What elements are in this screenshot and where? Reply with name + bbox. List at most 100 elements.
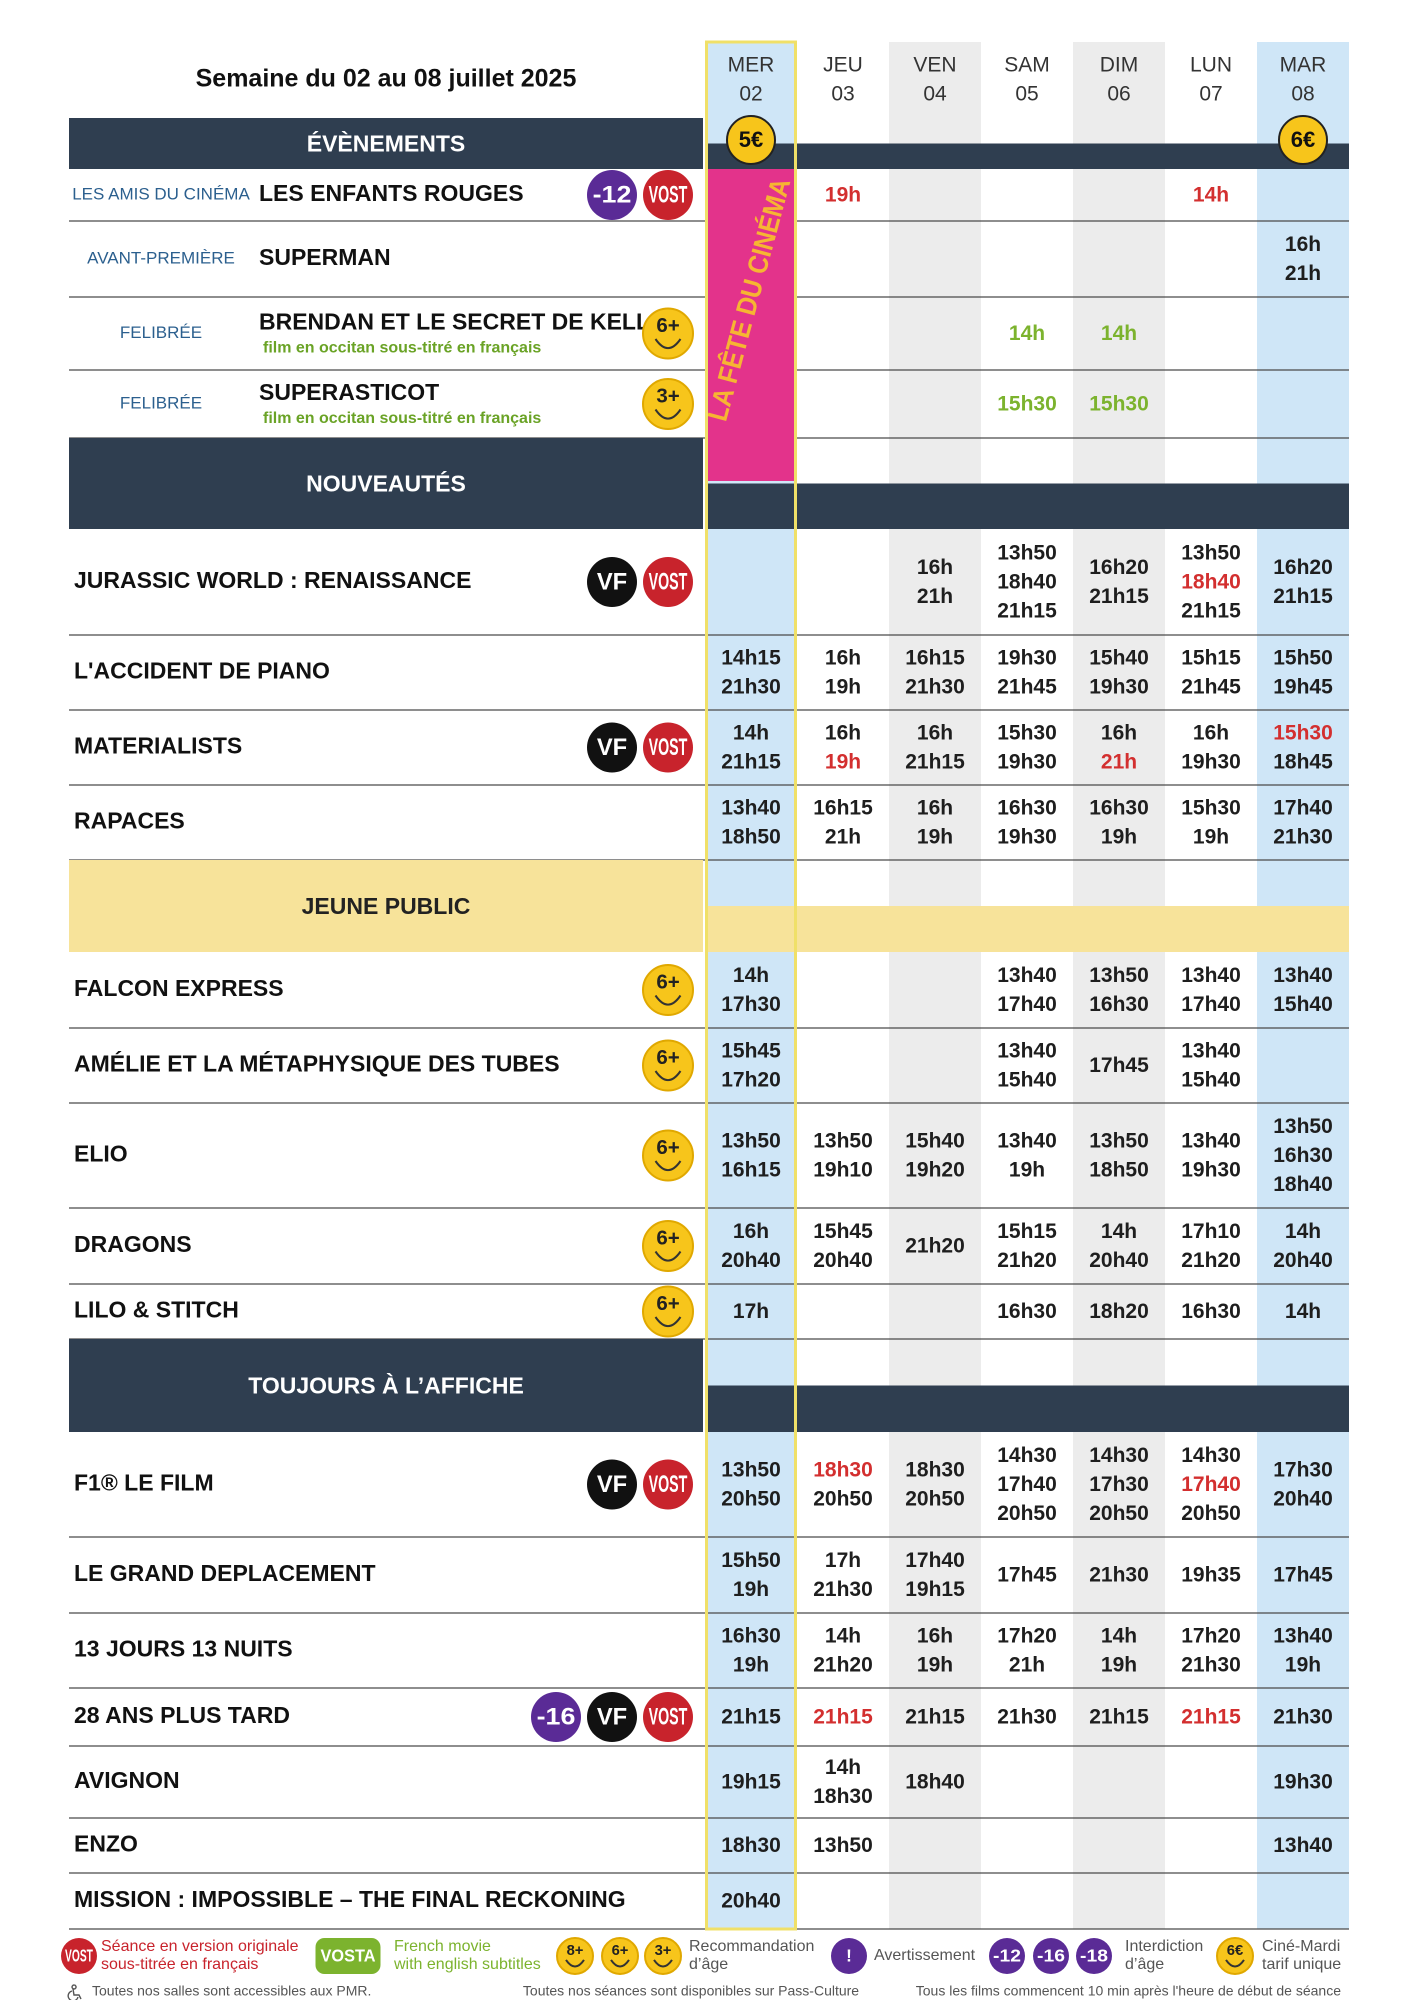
- session-time: 13h40: [1273, 1625, 1333, 1648]
- badge-text: -16: [537, 1703, 576, 1730]
- session-time: 19h35: [1181, 1564, 1241, 1587]
- session-time: 16h: [917, 722, 953, 745]
- session-time: 17h30: [721, 993, 781, 1016]
- session-time: 15h30: [997, 722, 1057, 745]
- film-title: BRENDAN ET LE SECRET DE KELLS: [259, 309, 665, 335]
- session-time: 21h15: [997, 600, 1057, 623]
- smile: [653, 1959, 673, 1968]
- badge: VF: [587, 1692, 637, 1742]
- session-time: 21h30: [813, 1578, 873, 1601]
- badge: -16: [1033, 1938, 1069, 1974]
- day-name: MAR: [1280, 54, 1327, 77]
- section-header: [69, 1339, 703, 1432]
- section-header: [69, 860, 703, 952]
- session-time: 13h40: [1181, 964, 1241, 987]
- section-band: [705, 143, 1349, 169]
- badge-text: VF: [597, 1471, 627, 1498]
- session-time: 16h: [917, 1625, 953, 1648]
- day-name: VEN: [913, 54, 956, 77]
- session-time: 13h50: [1089, 964, 1149, 987]
- day-name: DIM: [1100, 54, 1139, 77]
- film-title: L'ACCIDENT DE PIANO: [74, 658, 330, 684]
- session-time: 18h45: [1273, 751, 1333, 774]
- session-time: 16h: [825, 722, 861, 745]
- session-time: 14h: [1101, 1220, 1137, 1243]
- legend-text: sous-titrée en français: [101, 1956, 258, 1973]
- session-time: 13h40: [1273, 964, 1333, 987]
- session-time: 15h50: [721, 1549, 781, 1572]
- session-time: 19h: [1101, 826, 1137, 849]
- session-time: 13h50: [997, 542, 1057, 565]
- smile: [654, 1070, 682, 1082]
- film-title: MISSION : IMPOSSIBLE – THE FINAL RECKONI…: [74, 1886, 626, 1912]
- smile: [654, 1316, 682, 1328]
- session-time: 21h20: [997, 1249, 1057, 1272]
- badge-text: 3+: [655, 1943, 672, 1959]
- legend-text: Avertissement: [874, 1947, 976, 1964]
- session-time: 20h40: [1273, 1488, 1333, 1511]
- section-title: TOUJOURS À L’AFFICHE: [248, 1372, 524, 1399]
- badge: 6+: [642, 1129, 694, 1182]
- film-title: LES ENFANTS ROUGES: [259, 180, 524, 206]
- badge-text: VOST: [649, 181, 688, 208]
- badge-text: 6+: [656, 970, 679, 993]
- session-time: 16h: [917, 797, 953, 820]
- session-time: 14h: [1285, 1300, 1321, 1323]
- section-band: [705, 1385, 1349, 1432]
- badge-shape: [642, 378, 694, 430]
- badge-text: 8+: [567, 1943, 584, 1959]
- badge-shape: [642, 1285, 694, 1338]
- session-time: 19h10: [813, 1159, 873, 1182]
- footer-text: Toutes nos salles sont accessibles aux P…: [92, 1983, 371, 1999]
- badge-text: 3+: [656, 384, 679, 407]
- badge-text: VF: [597, 568, 627, 595]
- badge-text: 6+: [612, 1943, 629, 1959]
- session-time: 19h: [917, 826, 953, 849]
- session-time: 21h: [825, 826, 861, 849]
- session-time: 19h30: [1181, 1159, 1241, 1182]
- session-time: 21h30: [1273, 1706, 1333, 1729]
- session-time: 17h40: [1181, 993, 1241, 1016]
- session-time: 19h20: [905, 1159, 965, 1182]
- badge-shape: [587, 170, 637, 220]
- session-time: 19h: [1009, 1159, 1045, 1182]
- badge-text: -18: [1080, 1947, 1108, 1966]
- session-time: 17h30: [1273, 1459, 1333, 1482]
- badge-text: VF: [597, 734, 627, 761]
- session-time: 19h30: [997, 826, 1057, 849]
- section-band: [705, 906, 1349, 952]
- session-time: 14h: [825, 1625, 861, 1648]
- section-title: JEUNE PUBLIC: [302, 893, 471, 919]
- session-time: 13h40: [997, 1130, 1057, 1153]
- badge-text: !: [846, 1947, 852, 1966]
- session-time: 21h45: [1181, 676, 1241, 699]
- badge-text: -16: [1037, 1947, 1065, 1966]
- session-time: 16h30: [1181, 1300, 1241, 1323]
- session-time: 18h30: [721, 1834, 781, 1857]
- legend-text: tarif unique: [1262, 1956, 1341, 1973]
- badge: 8+: [556, 1937, 594, 1975]
- session-time: 20h50: [1089, 1502, 1149, 1525]
- film-title: MATERIALISTS: [74, 733, 242, 759]
- badge-text: VOST: [649, 568, 688, 595]
- film-title: ELIO: [74, 1141, 128, 1167]
- section-header: [69, 438, 703, 529]
- session-time: 13h50: [1273, 1115, 1333, 1138]
- badge-shape: [1216, 1937, 1254, 1975]
- session-time: 17h: [733, 1300, 769, 1323]
- film-title: AVIGNON: [74, 1767, 180, 1793]
- day-name: LUN: [1190, 54, 1232, 77]
- session-time: 21h20: [905, 1235, 965, 1258]
- session-time: 14h: [1009, 322, 1045, 345]
- session-time: 14h30: [1181, 1444, 1241, 1467]
- section-header: [69, 118, 703, 169]
- day-date: 06: [1107, 83, 1130, 106]
- badge-shape: [587, 722, 637, 773]
- badge: !: [831, 1938, 867, 1974]
- session-time: 21h15: [813, 1706, 873, 1729]
- badge: VF: [587, 557, 637, 607]
- smile: [654, 1250, 682, 1262]
- badge-shape: [587, 1459, 637, 1510]
- session-time: 20h50: [721, 1488, 781, 1511]
